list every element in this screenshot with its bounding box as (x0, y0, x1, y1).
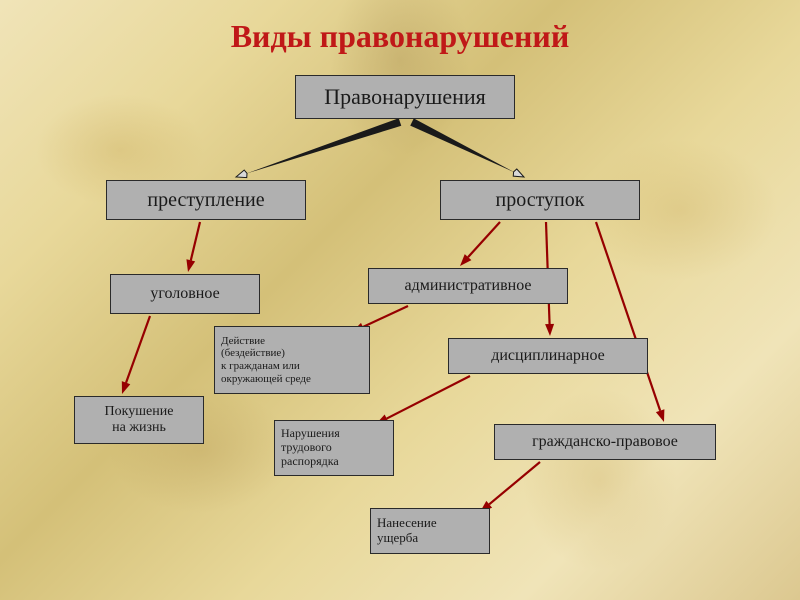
node-attempt: Покушение на жизнь (74, 396, 204, 444)
node-misdemeanor: проступок (440, 180, 640, 220)
edge (376, 376, 470, 424)
diagram-title: Виды правонарушений (0, 18, 800, 55)
node-civil: гражданско-правовое (494, 424, 716, 460)
edge (480, 462, 540, 512)
edge (186, 222, 200, 272)
edge (410, 118, 524, 177)
edge (596, 222, 664, 422)
edge (122, 316, 150, 394)
node-labor: Нарушения трудового распорядка (274, 420, 394, 476)
node-action: Действие (бездействие) к гражданам или о… (214, 326, 370, 394)
node-discipline: дисциплинарное (448, 338, 648, 374)
node-admin: административное (368, 268, 568, 304)
node-crime: преступление (106, 180, 306, 220)
node-damage: Нанесение ущерба (370, 508, 490, 554)
node-criminal: уголовное (110, 274, 260, 314)
node-root: Правонарушения (295, 75, 515, 119)
edge (460, 222, 500, 266)
edge (236, 118, 401, 177)
